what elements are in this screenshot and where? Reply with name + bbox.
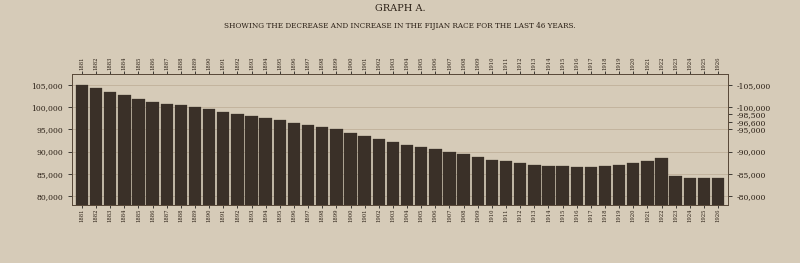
Bar <box>443 152 456 263</box>
Bar <box>316 127 329 263</box>
Text: SHOWING THE DECREASE AND INCREASE IN THE FIJIAN RACE FOR THE LAST 46 YEARS.: SHOWING THE DECREASE AND INCREASE IN THE… <box>224 22 576 30</box>
Bar <box>415 147 427 263</box>
Bar <box>698 178 710 263</box>
Bar <box>76 85 88 263</box>
Bar <box>641 161 654 263</box>
Bar <box>655 158 668 263</box>
Bar <box>528 165 541 263</box>
Bar <box>161 104 173 263</box>
Bar <box>684 178 696 263</box>
Bar <box>259 118 272 263</box>
Bar <box>486 160 498 263</box>
Bar <box>358 136 371 263</box>
Bar <box>189 107 202 263</box>
Bar <box>104 92 116 263</box>
Bar <box>90 88 102 263</box>
Bar <box>274 120 286 263</box>
Bar <box>132 99 145 263</box>
Bar <box>373 139 385 263</box>
Bar <box>627 163 639 263</box>
Bar <box>598 166 611 263</box>
Bar <box>500 161 512 263</box>
Bar <box>613 165 626 263</box>
Text: GRAPH A.: GRAPH A. <box>374 4 426 13</box>
Bar <box>458 154 470 263</box>
Bar <box>556 166 569 263</box>
Bar <box>585 167 597 263</box>
Bar <box>330 129 342 263</box>
Bar <box>302 125 314 263</box>
Bar <box>203 109 215 263</box>
Bar <box>514 163 526 263</box>
Bar <box>712 178 724 263</box>
Bar <box>231 114 244 263</box>
Bar <box>429 149 442 263</box>
Bar <box>344 133 357 263</box>
Bar <box>288 123 300 263</box>
Bar <box>570 167 583 263</box>
Bar <box>386 142 399 263</box>
Bar <box>217 112 230 263</box>
Bar <box>246 116 258 263</box>
Bar <box>401 144 414 263</box>
Bar <box>542 166 554 263</box>
Bar <box>670 176 682 263</box>
Bar <box>471 157 484 263</box>
Bar <box>174 105 187 263</box>
Bar <box>146 102 159 263</box>
Bar <box>118 95 130 263</box>
